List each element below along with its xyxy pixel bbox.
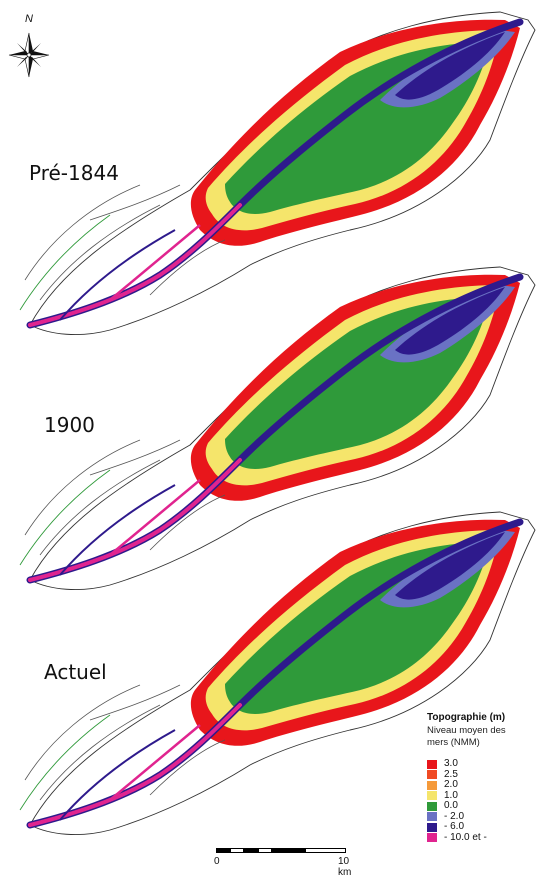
legend-label: 2.0 xyxy=(444,780,458,790)
scale-segment xyxy=(272,848,305,853)
scale-bar: 0 10 km xyxy=(212,846,352,872)
period-label-actuel: Actuel xyxy=(44,660,107,684)
legend-swatch xyxy=(427,760,437,769)
compass-rose-icon xyxy=(7,27,51,83)
scale-end-label: 10 km xyxy=(338,856,352,878)
legend-items: 3.0 2.5 2.0 1.0 0.0 - 2.0 - 6.0 - 10.0 e… xyxy=(427,759,539,843)
north-arrow: N xyxy=(7,13,51,83)
legend-label: 0.0 xyxy=(444,801,458,811)
legend-label: 1.0 xyxy=(444,791,458,801)
legend: Topographie (m) Niveau moyen des mers (N… xyxy=(427,712,539,843)
legend-item: 3.0 xyxy=(427,759,539,770)
scale-segment xyxy=(244,848,258,853)
legend-item: - 10.0 et - xyxy=(427,833,539,844)
legend-swatch xyxy=(427,833,437,842)
legend-label: - 2.0 xyxy=(444,812,464,822)
legend-item: 2.0 xyxy=(427,780,539,791)
legend-swatch xyxy=(427,823,437,832)
legend-item: 0.0 xyxy=(427,801,539,812)
legend-swatch xyxy=(427,812,437,821)
period-label-1900: 1900 xyxy=(44,413,95,437)
period-label-pre-1844: Pré-1844 xyxy=(29,161,119,185)
legend-swatch xyxy=(427,781,437,790)
legend-label: 3.0 xyxy=(444,759,458,769)
scale-segment xyxy=(216,848,230,853)
scale-segment xyxy=(305,848,346,853)
legend-subtitle-line1: Niveau moyen des xyxy=(427,725,539,737)
scale-segment xyxy=(230,848,244,853)
scale-segment xyxy=(258,848,272,853)
legend-swatch xyxy=(427,802,437,811)
legend-label: - 10.0 et - xyxy=(444,833,487,843)
legend-title: Topographie (m) xyxy=(427,712,539,723)
legend-label: 2.5 xyxy=(444,770,458,780)
legend-item: - 6.0 xyxy=(427,822,539,833)
legend-subtitle-line2: mers (NMM) xyxy=(427,737,539,749)
legend-swatch xyxy=(427,770,437,779)
scale-start-label: 0 xyxy=(214,856,220,867)
legend-label: - 6.0 xyxy=(444,822,464,832)
legend-swatch xyxy=(427,791,437,800)
north-letter: N xyxy=(25,13,33,25)
legend-subtitle: Niveau moyen des mers (NMM) xyxy=(427,725,539,749)
